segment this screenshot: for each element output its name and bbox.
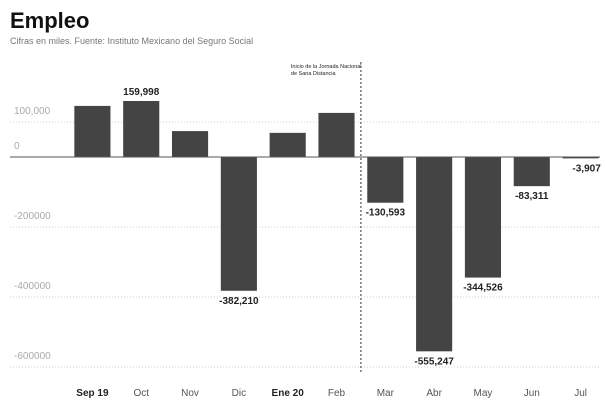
- bar: [416, 157, 453, 352]
- bar: [269, 132, 306, 157]
- bar: [171, 131, 209, 157]
- y-tick-label: 0: [14, 141, 20, 152]
- x-tick-label: Abr: [426, 388, 442, 399]
- x-tick-label: Nov: [181, 388, 199, 399]
- x-tick-label: Jul: [574, 388, 587, 399]
- y-tick-label: -400000: [14, 281, 51, 292]
- value-label: -83,311: [515, 191, 549, 202]
- x-tick-label: May: [474, 388, 493, 399]
- y-tick-label: 100,000: [14, 106, 51, 117]
- bar: [74, 105, 111, 157]
- bar: [220, 157, 257, 291]
- value-label: -344,526: [463, 283, 503, 294]
- x-tick-label: Jun: [524, 388, 540, 399]
- y-tick-label: -600000: [14, 351, 51, 362]
- value-label: 159,998: [123, 87, 160, 98]
- bar: [513, 157, 550, 187]
- bar: [562, 157, 599, 159]
- x-tick-label: Sep 19: [76, 388, 109, 399]
- x-tick-label: Dic: [232, 388, 246, 399]
- value-label: -130,593: [366, 208, 406, 219]
- bar: [318, 112, 355, 157]
- value-label: -555,247: [414, 356, 454, 367]
- bar: [367, 157, 404, 203]
- x-tick-label: Ene 20: [272, 388, 305, 399]
- value-label: -3,907: [572, 163, 601, 174]
- x-tick-label: Mar: [377, 388, 395, 399]
- bar: [464, 157, 502, 278]
- chart-subtitle: Cifras en miles. Fuente: Instituto Mexic…: [10, 36, 253, 46]
- bar: [123, 101, 160, 157]
- x-tick-label: Oct: [133, 388, 149, 399]
- annotation: de Sana Distancia: [291, 71, 337, 77]
- chart-title: Empleo: [10, 8, 89, 33]
- x-tick-label: Feb: [328, 388, 346, 399]
- annotation: Inicio de la Jornada Nacional: [291, 64, 362, 70]
- y-tick-label: -200000: [14, 211, 51, 222]
- value-label: -382,210: [219, 296, 259, 307]
